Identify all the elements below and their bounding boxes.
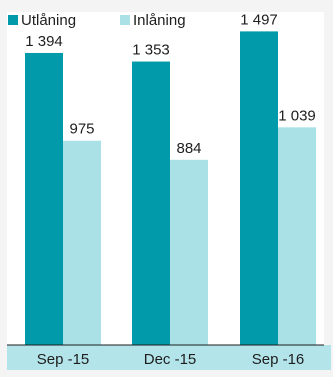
value-labels-group: 1 394 975 1 353 884 1 497 1 039 bbox=[25, 11, 316, 156]
bar-s1-c3 bbox=[240, 31, 278, 346]
value-label-s2-c3: 1 039 bbox=[278, 107, 316, 124]
value-label-s1-c2: 1 353 bbox=[132, 42, 170, 59]
legend: Utlåning Inlåning bbox=[8, 12, 186, 29]
bar-s2-c3 bbox=[278, 127, 316, 345]
legend-swatch-1 bbox=[8, 15, 18, 25]
value-label-s1-c1: 1 394 bbox=[25, 33, 63, 50]
category-labels-group: Sep -15 Dec -15 Sep -16 bbox=[37, 351, 305, 368]
legend-swatch-2 bbox=[120, 15, 130, 25]
value-label-s2-c1: 975 bbox=[69, 121, 94, 138]
value-label-s1-c3: 1 497 bbox=[240, 11, 278, 28]
bar-s2-c2 bbox=[170, 159, 208, 345]
category-band bbox=[7, 345, 331, 370]
value-label-s2-c2: 884 bbox=[176, 140, 201, 157]
bar-s1-c1 bbox=[25, 52, 63, 346]
category-label-1: Sep -15 bbox=[37, 351, 90, 368]
legend-label-1: Utlåning bbox=[21, 12, 76, 29]
category-label-2: Dec -15 bbox=[144, 351, 197, 368]
bar-s1-c2 bbox=[132, 61, 170, 346]
legend-label-2: Inlåning bbox=[133, 12, 186, 29]
category-label-3: Sep -16 bbox=[252, 351, 305, 368]
bars-group bbox=[25, 31, 316, 346]
bar-s2-c1 bbox=[63, 140, 101, 345]
